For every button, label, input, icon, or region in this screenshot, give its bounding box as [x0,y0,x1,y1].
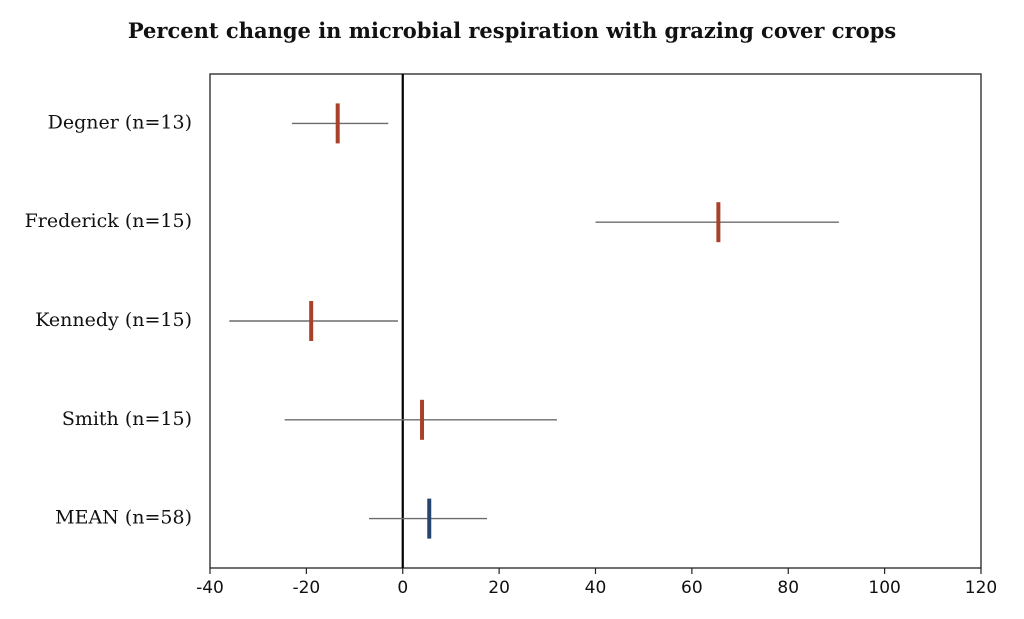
x-tick-label-7: 100 [868,578,900,598]
category-label-2: Kennedy (n=15) [35,309,192,331]
x-tick-label-4: 40 [585,578,607,598]
x-tick-label-5: 60 [681,578,703,598]
x-tick-label-0: -40 [196,578,224,598]
x-tick-label-3: 20 [488,578,510,598]
category-label-0: Degner (n=13) [48,111,192,133]
category-label-1: Frederick (n=15) [25,210,192,232]
chart-title: Percent change in microbial respiration … [127,18,897,43]
category-label-3: Smith (n=15) [62,408,192,430]
x-tick-label-6: 80 [777,578,799,598]
category-label-4: MEAN (n=58) [55,507,192,529]
x-tick-label-2: 0 [397,578,408,598]
x-tick-label-8: 120 [965,578,997,598]
x-tick-label-1: -20 [292,578,320,598]
